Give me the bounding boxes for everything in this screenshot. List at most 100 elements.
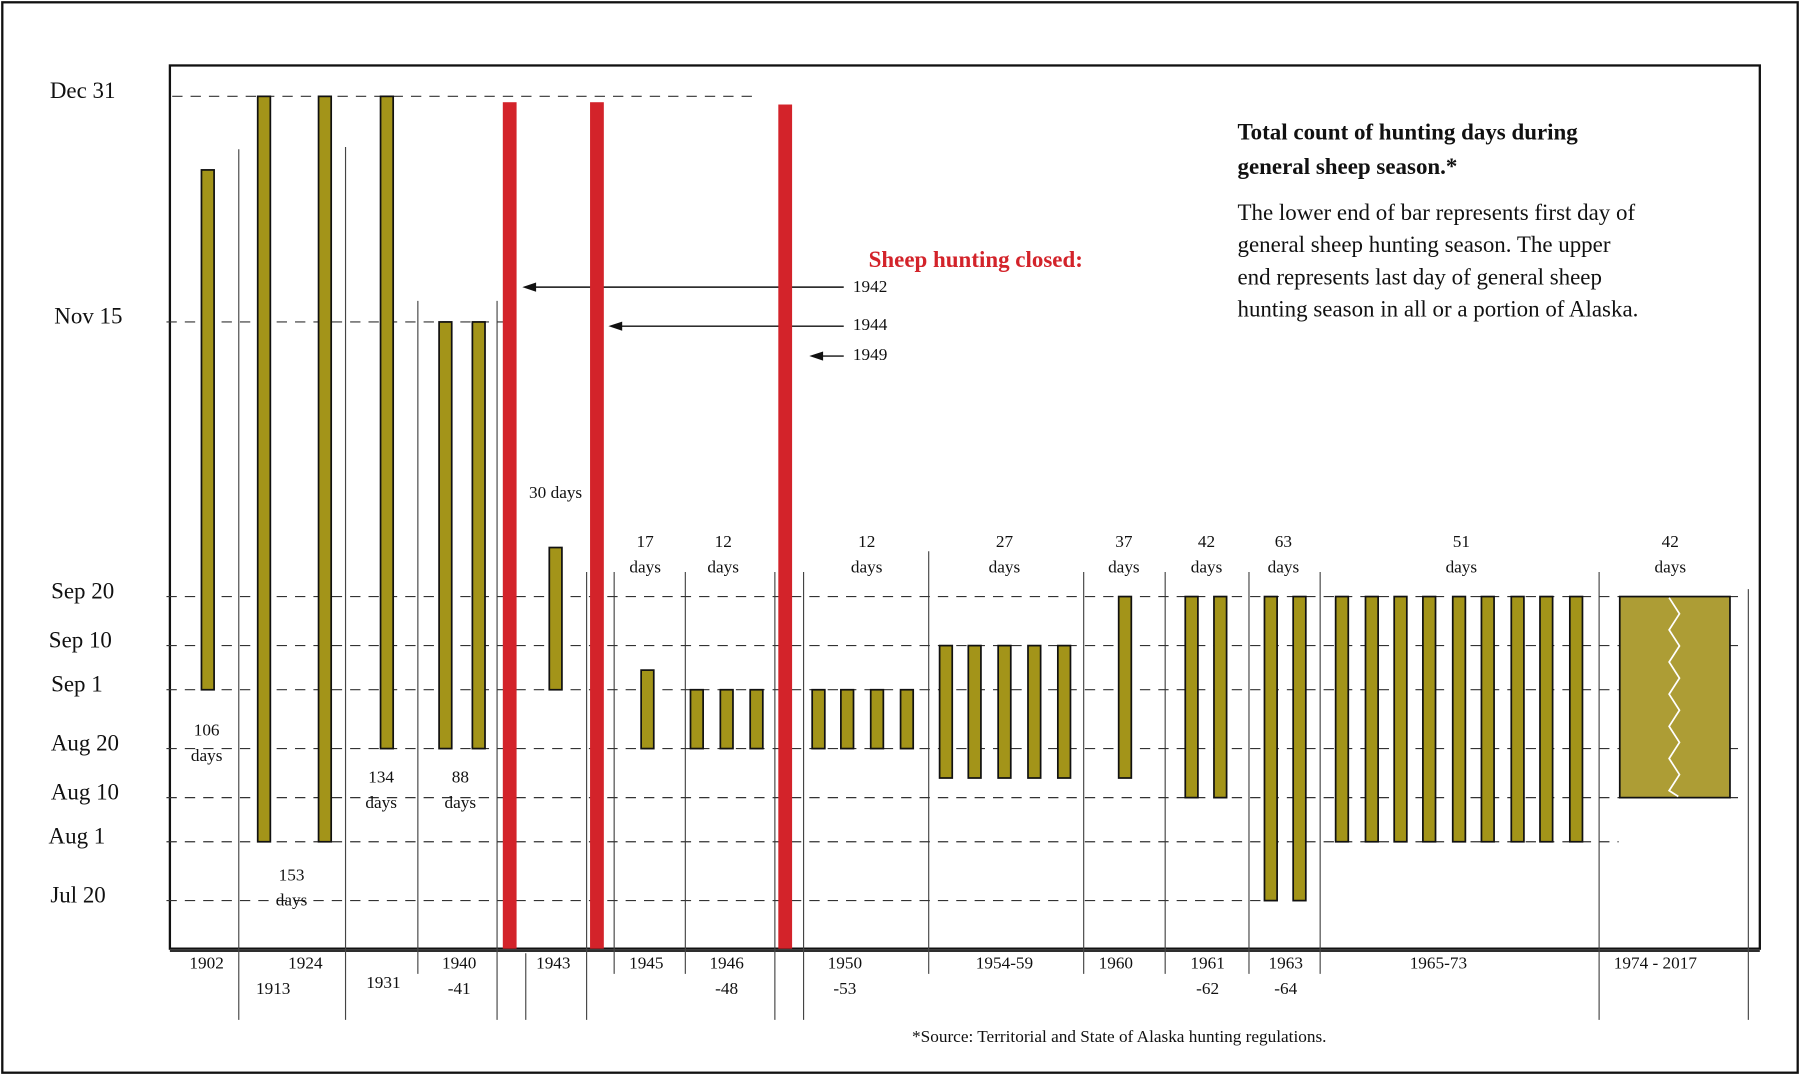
- bar: [256, 95, 272, 843]
- x-label: -41: [448, 979, 471, 998]
- days-label: 153: [279, 865, 305, 884]
- bar: [997, 644, 1012, 779]
- bar: [689, 688, 704, 750]
- separators: [238, 147, 1749, 1020]
- note-title: Total count of hunting days during: [1238, 120, 1579, 145]
- closed-title: Sheep hunting closed:: [869, 247, 1083, 272]
- bar: [379, 95, 395, 750]
- x-label: 1946: [709, 954, 744, 973]
- source: *Source: Territorial and State of Alaska…: [912, 1027, 1326, 1046]
- x-label: 1940: [442, 954, 476, 973]
- arrow-head: [522, 282, 537, 292]
- bar: [1027, 644, 1042, 779]
- days-label: days: [1268, 557, 1300, 576]
- bar: [471, 321, 486, 750]
- y-tick-label: Sep 20: [51, 578, 114, 603]
- x-label: 1924: [288, 954, 323, 973]
- x-label: 1943: [536, 954, 570, 973]
- x-label: 1961: [1190, 954, 1224, 973]
- bar: [1618, 595, 1731, 799]
- days-label: 12: [858, 532, 875, 551]
- note-text: hunting season in all or a portion of Al…: [1238, 297, 1639, 322]
- closed-bar: [590, 102, 604, 949]
- bar: [1422, 595, 1437, 843]
- note-text: general sheep hunting season. The upper: [1238, 232, 1611, 257]
- days-label: days: [851, 557, 883, 576]
- bar: [1364, 595, 1379, 843]
- bar: [719, 688, 734, 750]
- x-label: 1965-73: [1410, 954, 1467, 973]
- x-label: -53: [833, 979, 856, 998]
- days-label: days: [191, 746, 223, 765]
- bar: [1184, 595, 1199, 799]
- bar: [1056, 644, 1072, 779]
- closed-year: 1944: [853, 315, 888, 334]
- note-text: end represents last day of general sheep: [1238, 264, 1602, 289]
- bar: [899, 688, 915, 750]
- days-label: 27: [996, 532, 1014, 551]
- days-label: 106: [194, 721, 220, 740]
- bar: [1213, 595, 1228, 799]
- bar: [640, 669, 655, 750]
- bar: [200, 169, 215, 691]
- y-tick-label: Aug 10: [51, 779, 119, 804]
- note-title: general sheep season.*: [1238, 154, 1458, 179]
- bar: [811, 688, 826, 750]
- bar: [1263, 595, 1278, 902]
- bar: [840, 688, 855, 750]
- closed-bar: [778, 104, 793, 949]
- days-label: 42: [1662, 532, 1679, 551]
- plot-area: [168, 64, 1761, 950]
- break-line: [1667, 597, 1681, 798]
- days-label: 17: [637, 532, 655, 551]
- x-label: -64: [1274, 979, 1297, 998]
- days-label: 88: [452, 768, 469, 787]
- note-text: The lower end of bar represents first da…: [1238, 200, 1636, 225]
- bar: [1451, 595, 1467, 843]
- days-label: 63: [1275, 532, 1292, 551]
- x-label: 1954-59: [976, 954, 1033, 973]
- bar: [749, 688, 764, 750]
- days-label: days: [1655, 557, 1687, 576]
- bar: [1568, 595, 1584, 843]
- y-tick-label: Aug 1: [49, 824, 106, 849]
- bar: [967, 644, 982, 779]
- bar: [1334, 595, 1350, 843]
- days-label: days: [276, 891, 308, 910]
- y-tick-label: Dec 31: [50, 78, 116, 103]
- days-label: 37: [1115, 532, 1133, 551]
- x-label: 1950: [828, 954, 862, 973]
- x-label: 1960: [1099, 954, 1133, 973]
- x-label: -62: [1196, 979, 1219, 998]
- closed-year: 1942: [853, 277, 887, 296]
- days-label: days: [1446, 557, 1478, 576]
- x-label: 1913: [256, 979, 290, 998]
- days-label: days: [1191, 557, 1223, 576]
- y-tick-label: Aug 20: [51, 730, 119, 755]
- bar: [1480, 595, 1495, 843]
- days-label: days: [445, 793, 477, 812]
- y-tick-label: Nov 15: [54, 304, 122, 329]
- days-label: days: [707, 557, 739, 576]
- x-label: 1963: [1268, 954, 1302, 973]
- bar: [317, 95, 333, 843]
- closed-bar: [502, 102, 517, 949]
- days-label: 12: [715, 532, 732, 551]
- days-label: 134: [368, 768, 394, 787]
- arrow-head: [809, 351, 824, 361]
- days-label: days: [365, 793, 397, 812]
- x-label: -48: [715, 979, 738, 998]
- x-label: 1974 - 2017: [1614, 954, 1698, 973]
- x-label: 1902: [189, 954, 223, 973]
- x-label: 1945: [629, 954, 663, 973]
- days-label: 51: [1453, 532, 1470, 551]
- arrow-head: [608, 321, 623, 331]
- days-label: days: [989, 557, 1021, 576]
- bar: [438, 321, 453, 750]
- closed-year: 1949: [853, 345, 887, 364]
- y-tick-label: Jul 20: [50, 882, 105, 907]
- bar: [1117, 595, 1133, 779]
- bar: [1510, 595, 1525, 843]
